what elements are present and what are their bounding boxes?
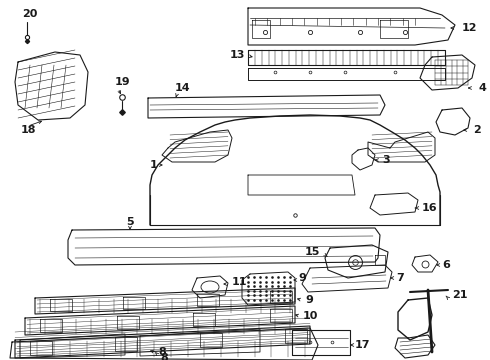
Text: 3: 3	[382, 155, 390, 165]
Text: 8: 8	[160, 353, 168, 360]
Text: 10: 10	[303, 311, 318, 321]
Text: 12: 12	[462, 23, 477, 33]
Text: 16: 16	[422, 203, 438, 213]
Text: 19: 19	[115, 77, 131, 87]
Text: 21: 21	[452, 290, 467, 300]
Text: 5: 5	[126, 217, 134, 227]
Text: 15: 15	[305, 247, 320, 257]
Text: 9: 9	[305, 295, 313, 305]
Text: 2: 2	[473, 125, 481, 135]
Text: 8: 8	[158, 347, 166, 357]
Text: 9: 9	[298, 273, 306, 283]
Text: 18: 18	[20, 125, 36, 135]
Text: 4: 4	[478, 83, 486, 93]
Text: 6: 6	[442, 260, 450, 270]
Text: 17: 17	[355, 340, 370, 350]
Text: 20: 20	[22, 9, 37, 19]
Text: 14: 14	[175, 83, 191, 93]
Text: 11: 11	[232, 277, 247, 287]
Text: 7: 7	[396, 273, 404, 283]
Text: 13: 13	[230, 50, 245, 60]
Text: 1: 1	[149, 160, 157, 170]
